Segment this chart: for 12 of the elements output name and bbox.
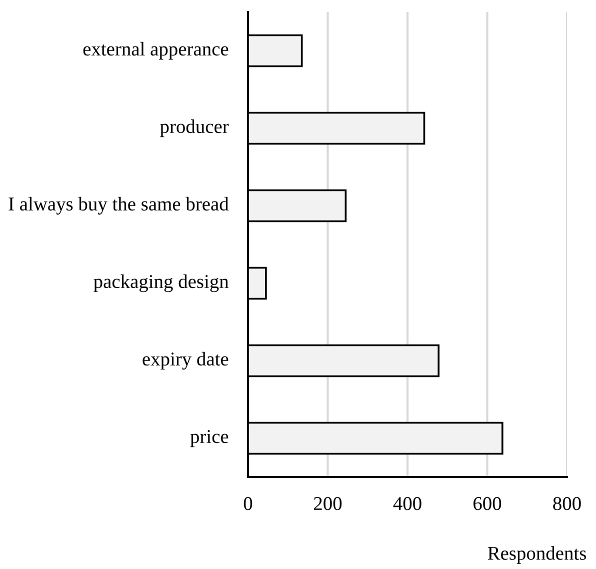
x-tick-label: 200 — [314, 497, 342, 510]
x-tick-label: 800 — [553, 497, 581, 510]
x-tick-label: 600 — [474, 497, 502, 510]
y-tick-label: external apperance — [83, 42, 228, 60]
y-tick-label: price — [190, 430, 228, 448]
y-tick-label: I always buy the same bread — [8, 196, 229, 215]
y-tick-label: expiry date — [142, 352, 228, 370]
y-tick-label: packaging design — [94, 274, 229, 292]
y-tick-label: producer — [160, 119, 229, 138]
x-tick-label: 400 — [393, 497, 422, 510]
x-tick-label: 0 — [244, 497, 252, 510]
x-axis-title: Respondents — [488, 546, 586, 564]
